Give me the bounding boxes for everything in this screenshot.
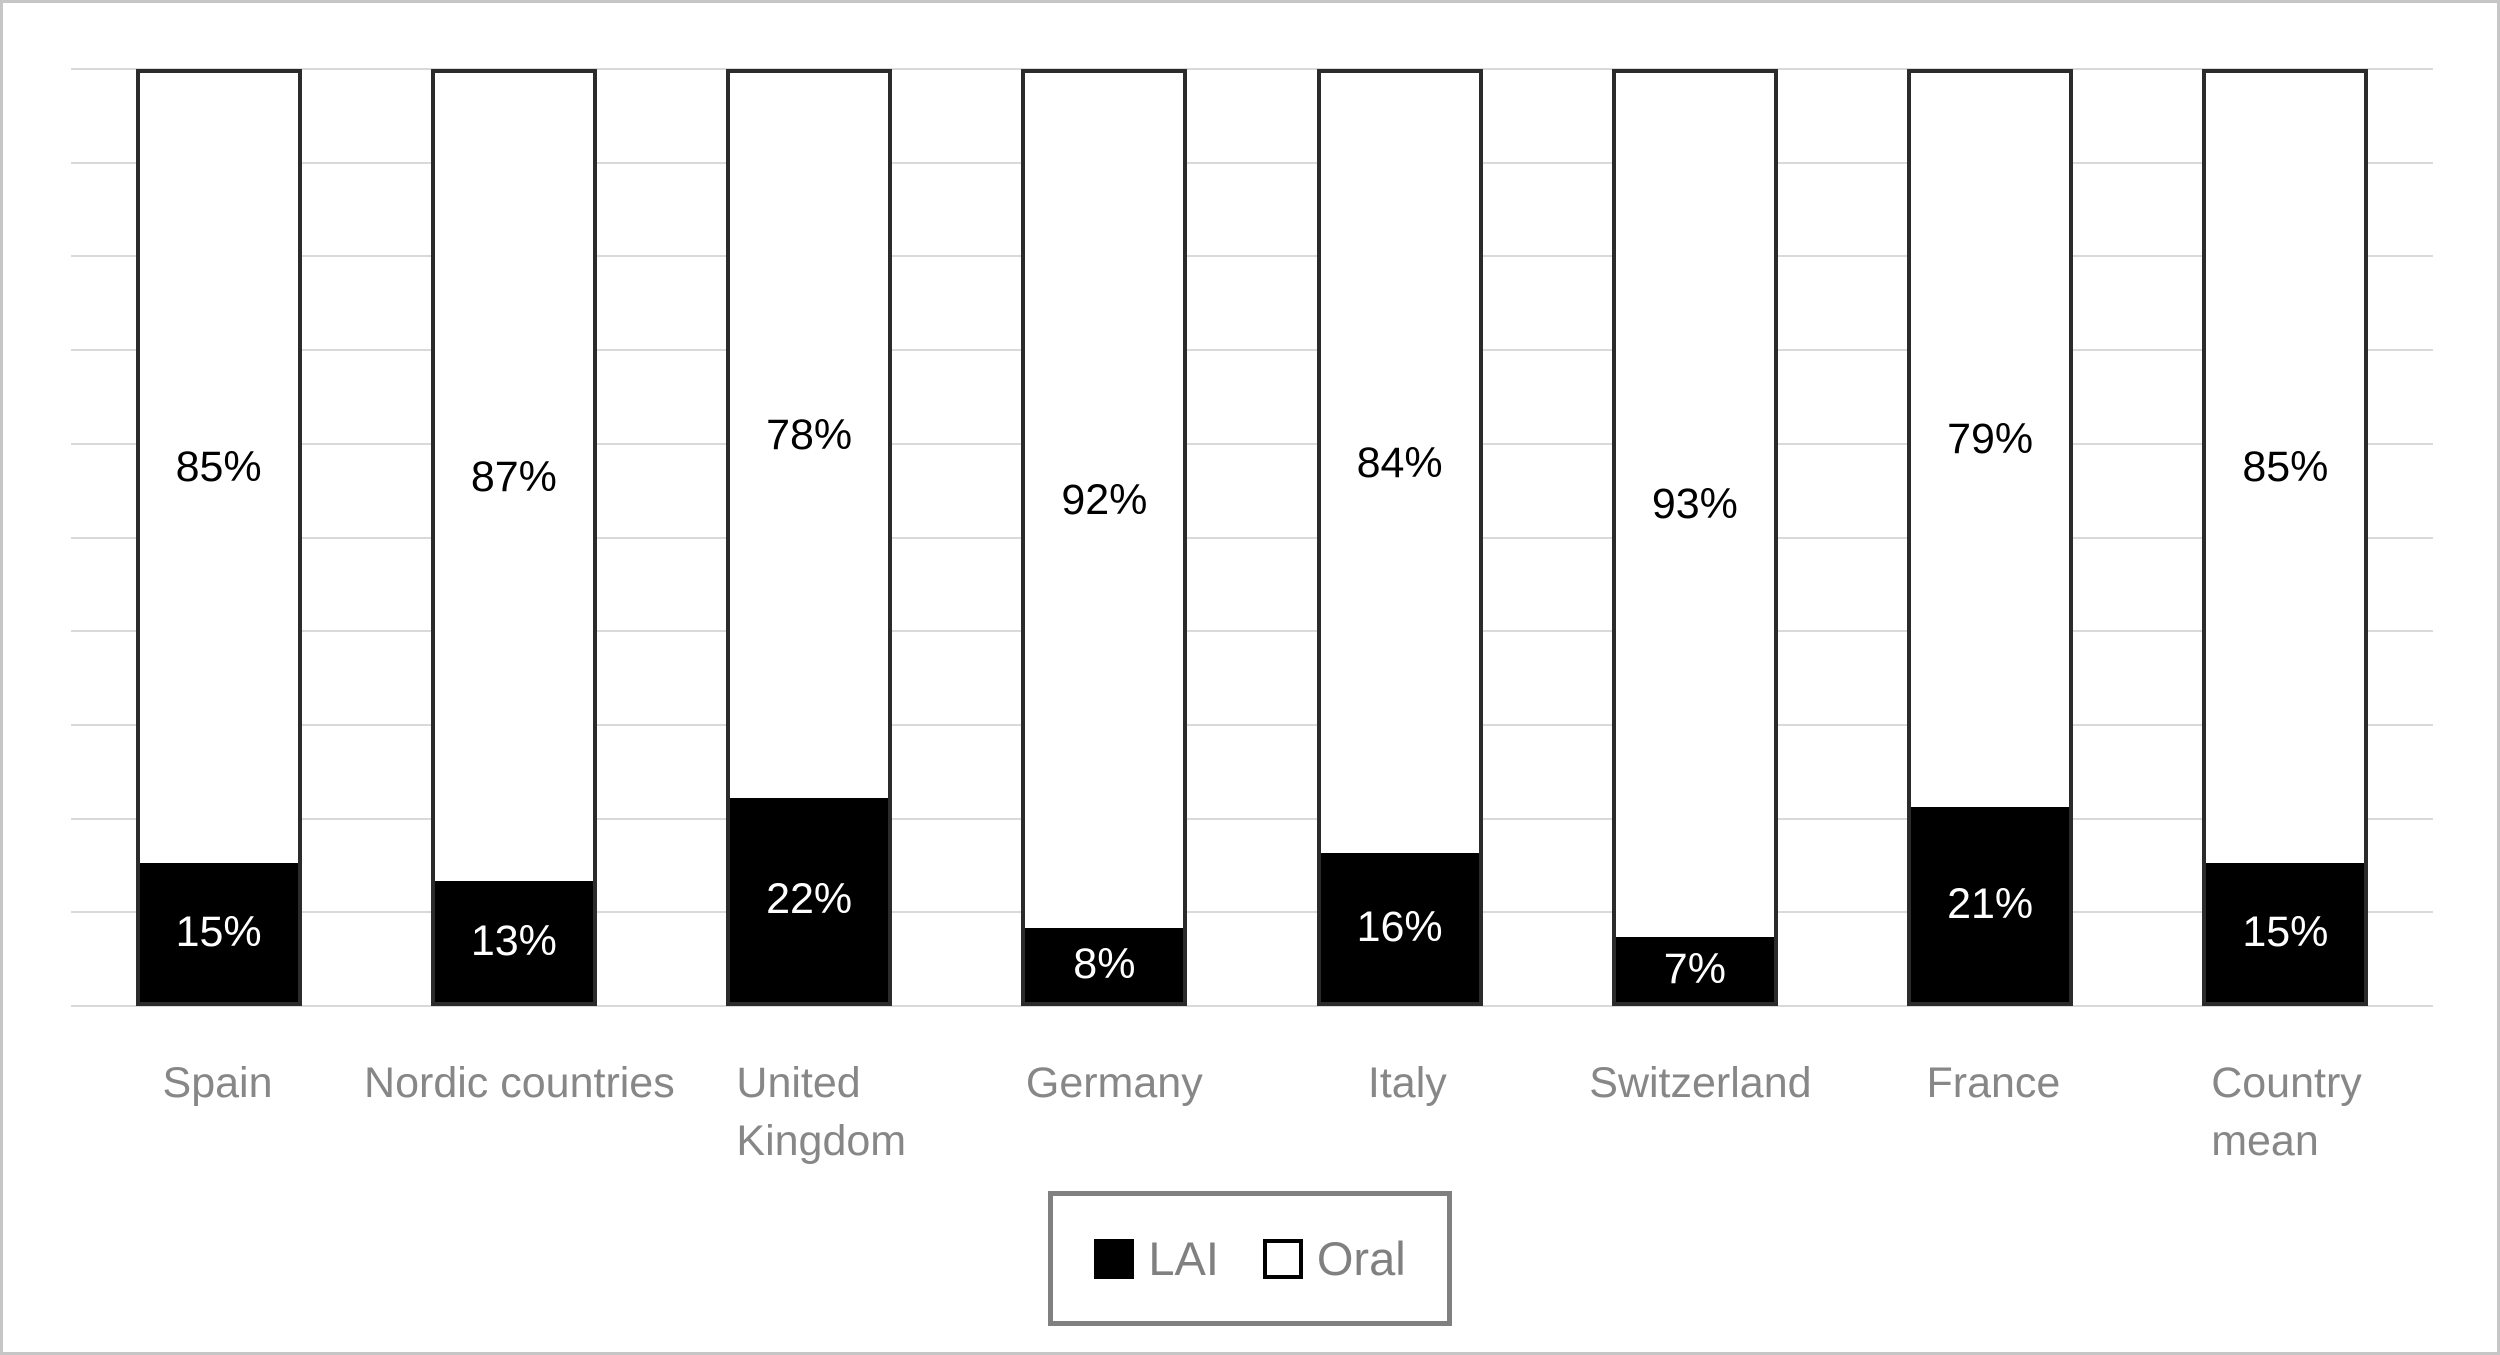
lai-segment: 21% — [1911, 806, 2070, 1002]
category-label-cell: United Kingdom — [675, 1054, 968, 1170]
legend-item-oral: Oral — [1262, 1232, 1406, 1285]
category-label: Nordic countries — [364, 1059, 675, 1107]
legend-label-lai: LAI — [1148, 1232, 1219, 1285]
gridline — [71, 911, 2433, 914]
category-label: Spain — [162, 1059, 273, 1107]
oral-value-label: 78% — [766, 410, 853, 459]
lai-value-label: 21% — [1947, 879, 2034, 928]
oral-segment: 85% — [139, 73, 298, 863]
category-label-cell: France — [1847, 1054, 2140, 1170]
gridline — [71, 1005, 2433, 1007]
oral-value-label: 79% — [1947, 415, 2034, 464]
gridline — [71, 161, 2433, 164]
lai-segment: 22% — [730, 797, 889, 1002]
stacked-bar-spain: 85% 15% — [135, 69, 302, 1006]
oral-value-label: 85% — [2242, 443, 2329, 492]
bar-slot: 87% 13% — [366, 69, 661, 1006]
bar-slot: 85% 15% — [2138, 69, 2433, 1006]
lai-value-label: 8% — [1073, 940, 1136, 989]
lai-value-label: 16% — [1356, 903, 1443, 952]
bar-slot: 79% 21% — [1843, 69, 2138, 1006]
bars-container: 85% 15% 87% 13% 78% 22% 92% 8% 84% 16% 93% 7% 79% 21%… — [71, 69, 2433, 1006]
oral-segment: 79% — [1911, 73, 2070, 807]
gridline — [71, 630, 2433, 633]
bar-slot: 93% 7% — [1547, 69, 1842, 1006]
category-label-cell: Nordic countries — [364, 1054, 675, 1170]
gridline — [71, 349, 2433, 352]
category-label: Country mean — [2211, 1059, 2362, 1165]
bar-slot: 85% 15% — [71, 69, 366, 1006]
gridline — [71, 255, 2433, 258]
lai-segment: 13% — [434, 881, 593, 1002]
oral-segment: 93% — [1615, 73, 1774, 937]
lai-value-label: 22% — [766, 875, 853, 924]
oral-swatch-icon — [1262, 1238, 1303, 1279]
oral-segment: 92% — [1025, 73, 1184, 928]
lai-value-label: 7% — [1663, 944, 1726, 993]
gridline — [71, 536, 2433, 539]
category-label-cell: Switzerland — [1554, 1054, 1847, 1170]
category-label: Switzerland — [1589, 1059, 1812, 1107]
lai-segment: 8% — [1025, 927, 1184, 1002]
category-axis-labels: Spain Nordic countries United Kingdom German… — [71, 1054, 2433, 1170]
category-label-cell: Germany — [968, 1054, 1261, 1170]
lai-segment: 15% — [139, 862, 298, 1002]
stacked-bar-united-kingdom: 78% 22% — [726, 69, 893, 1006]
stacked-bar-nordic-countries: 87% 13% — [430, 69, 597, 1006]
lai-value-label: 15% — [175, 907, 262, 956]
oral-segment: 85% — [2206, 73, 2365, 863]
category-label-cell: Country mean — [2140, 1054, 2433, 1170]
oral-value-label: 92% — [1061, 475, 1148, 524]
gridline — [71, 817, 2433, 820]
category-label: United Kingdom — [736, 1059, 907, 1165]
category-label: Germany — [1025, 1059, 1203, 1107]
oral-segment: 78% — [730, 73, 889, 798]
lai-value-label: 15% — [2242, 907, 2329, 956]
oral-value-label: 87% — [470, 452, 557, 501]
stacked-bar-country-mean: 85% 15% — [2202, 69, 2369, 1006]
legend-item-lai: LAI — [1094, 1235, 1219, 1282]
oral-value-label: 85% — [175, 443, 262, 492]
plot-area: 85% 15% 87% 13% 78% 22% 92% 8% 84% 16% 93% 7% 79% 21%… — [71, 68, 2433, 1007]
lai-segment: 15% — [2206, 862, 2365, 1002]
stacked-bar-germany: 92% 8% — [1021, 69, 1188, 1006]
oral-value-label: 84% — [1356, 438, 1443, 487]
category-label: France — [1926, 1059, 2061, 1107]
lai-segment: 16% — [1320, 853, 1479, 1002]
category-label-cell: Spain — [71, 1054, 364, 1170]
legend-label-oral: Oral — [1316, 1232, 1406, 1285]
lai-segment: 7% — [1615, 936, 1774, 1002]
lai-swatch-icon — [1094, 1238, 1135, 1279]
oral-segment: 87% — [434, 73, 593, 882]
stacked-bar-france: 79% 21% — [1907, 69, 2074, 1006]
gridline — [71, 723, 2433, 726]
bar-slot: 92% 8% — [957, 69, 1252, 1006]
bar-slot: 84% 16% — [1252, 69, 1547, 1006]
oral-segment: 84% — [1320, 73, 1479, 854]
bar-slot: 78% 22% — [662, 69, 957, 1006]
stacked-bar-switzerland: 93% 7% — [1611, 69, 1778, 1006]
gridline — [71, 68, 2433, 70]
legend-box: LAI Oral — [1048, 1191, 1452, 1326]
gridline — [71, 442, 2433, 445]
category-label-cell: Italy — [1261, 1054, 1554, 1170]
category-label: Italy — [1367, 1059, 1447, 1107]
stacked-bar-italy: 84% 16% — [1316, 69, 1483, 1006]
oral-value-label: 93% — [1651, 480, 1738, 529]
lai-value-label: 13% — [470, 917, 557, 966]
